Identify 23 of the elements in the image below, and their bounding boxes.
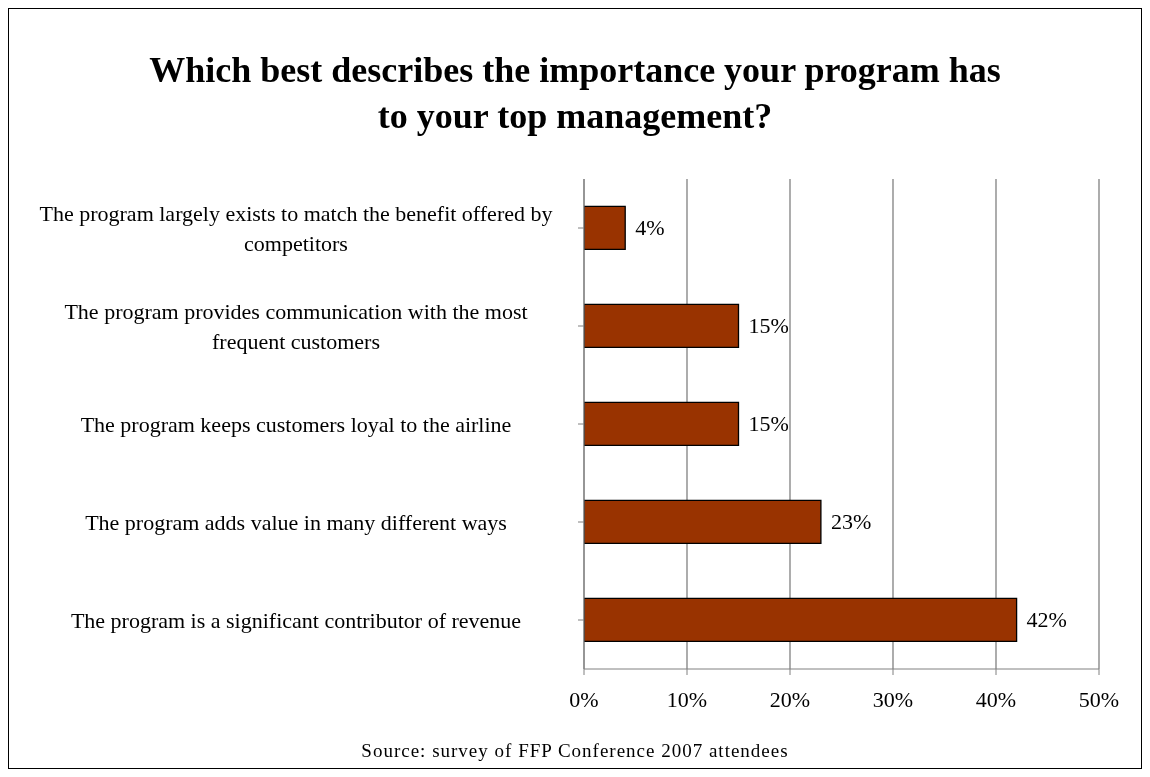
source-note: Source: survey of FFP Conference 2007 attendees <box>360 740 790 762</box>
x-tick-label: 40% <box>975 686 1017 712</box>
y-tick-label: The program largely exists to match the benefit offered by competitors <box>39 200 553 256</box>
y-tick-label: The program keeps customers loyal to the airline <box>80 411 512 437</box>
data-label: 15% <box>748 313 789 339</box>
bar <box>584 499 822 545</box>
chart-title: Which best describes the importance your program has to your top management? <box>148 49 1002 138</box>
bar <box>584 303 740 349</box>
x-tick-label: 20% <box>769 686 811 712</box>
bar <box>584 401 740 447</box>
x-tick-label: 50% <box>1078 686 1120 712</box>
y-tick-label: The program adds value in many different ways <box>85 509 507 535</box>
data-label: 15% <box>748 411 789 437</box>
data-label: 42% <box>1026 607 1067 633</box>
data-label: 4% <box>635 215 665 241</box>
x-tick-label: 0% <box>569 686 599 712</box>
bar <box>584 205 626 251</box>
y-tick-label: The program provides communication with the most frequent customers <box>64 298 528 354</box>
bar <box>584 597 1018 643</box>
x-tick-label: 10% <box>666 686 708 712</box>
x-tick-label: 30% <box>872 686 914 712</box>
data-label: 23% <box>830 509 872 535</box>
y-tick-label: The program is a significant contributor of revenue <box>70 607 522 633</box>
